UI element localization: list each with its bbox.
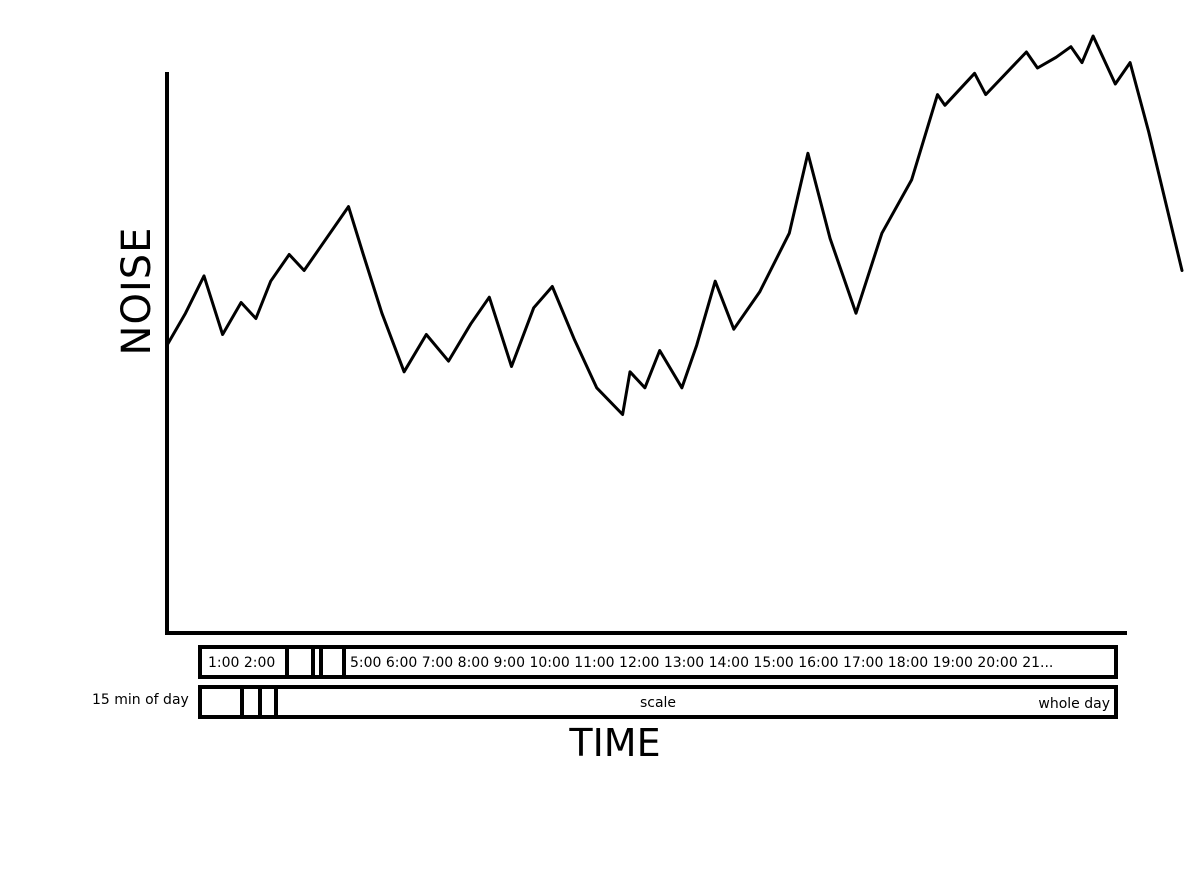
scale-slider-edge-right[interactable] [274,689,278,715]
scale-slider-edge-left[interactable] [240,689,244,715]
timeline-handle-left[interactable] [311,649,315,675]
timeline-right-labels: 5:00 6:00 7:00 8:00 9:00 10:00 11:00 12:… [350,655,1054,671]
scale-label: scale [639,695,677,711]
scale-slider[interactable]: scale whole day [198,685,1118,719]
series-layer [165,34,1184,416]
x-axis-label: TIME [569,721,661,765]
scale-min-label: 15 min of day [92,692,189,708]
scale-slider-thumb[interactable] [258,689,262,715]
timeline-bar[interactable]: 1:00 2:00 5:00 6:00 7:00 8:00 9:00 10:00… [198,645,1118,679]
timeline-window-edge-left[interactable] [285,649,289,675]
noise-series-line-0 [165,34,1184,416]
timeline-left-labels: 1:00 2:00 [208,655,276,671]
timeline-handle-right[interactable] [319,649,323,675]
timeline-window-edge-right[interactable] [342,649,346,675]
scale-max-label: whole day [1038,696,1110,712]
y-axis-label: NOISE [114,226,160,356]
